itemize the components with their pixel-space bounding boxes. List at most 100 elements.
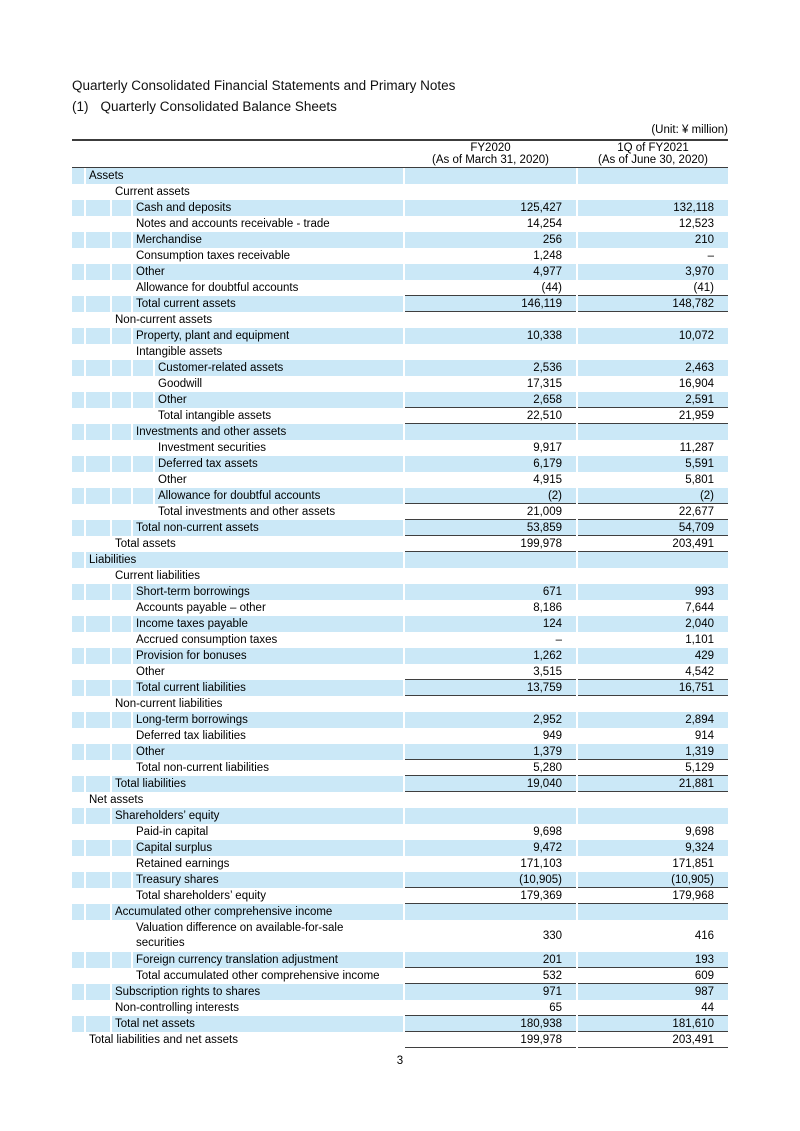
document-title: Quarterly Consolidated Financial Stateme… bbox=[72, 78, 456, 93]
indent-cell bbox=[72, 584, 84, 600]
indent-cell bbox=[86, 648, 110, 664]
unit-label: (Unit: ¥ million) bbox=[651, 124, 728, 136]
table-row: Consumption taxes receivable 1,248 – bbox=[72, 248, 728, 264]
indent-cell bbox=[72, 424, 84, 440]
value-fy2020: (2) bbox=[405, 488, 576, 504]
row-label: Valuation difference on available-for-sa… bbox=[136, 922, 344, 949]
value-fy2020 bbox=[405, 312, 576, 328]
indent-cell bbox=[72, 840, 84, 856]
row-label: Treasury shares bbox=[133, 872, 403, 888]
indent-cell bbox=[112, 424, 131, 440]
table-row: Long-term borrowings 2,952 2,894 bbox=[72, 712, 728, 728]
column-header-1q-fy2021: 1Q of FY2021 (As of June 30, 2020) bbox=[578, 142, 728, 166]
value-1q-fy2021 bbox=[578, 568, 728, 584]
indent-cell bbox=[72, 664, 84, 680]
indent-cell bbox=[72, 920, 84, 952]
value-fy2020: 17,315 bbox=[526, 378, 562, 390]
row-label: Total non-current assets bbox=[133, 520, 403, 536]
indent-cell bbox=[112, 216, 131, 232]
value-1q-fy2021 bbox=[578, 552, 728, 568]
row-label: Allowance for doubtful accounts bbox=[155, 488, 403, 504]
value-1q-fy2021 bbox=[578, 808, 728, 824]
row-label: Non-current assets bbox=[115, 314, 213, 326]
indent-cell bbox=[112, 728, 131, 744]
value-fy2020 bbox=[405, 568, 576, 584]
row-label: Assets bbox=[86, 168, 403, 184]
table-row: Allowance for doubtful accounts (2) (2) bbox=[72, 488, 728, 504]
table-row: Total liabilities and net assets 199,978 2… bbox=[72, 1032, 728, 1048]
row-label: Property, plant and equipment bbox=[133, 328, 403, 344]
indent-cell bbox=[72, 632, 84, 648]
table-row: Other 4,915 5,801 bbox=[72, 472, 728, 488]
indent-cell bbox=[86, 904, 110, 920]
indent-cell bbox=[72, 616, 84, 632]
value-fy2020: 2,536 bbox=[405, 360, 576, 376]
value-fy2020: 199,978 bbox=[405, 536, 576, 552]
value-1q-fy2021: 179,968 bbox=[578, 888, 728, 904]
indent-cell bbox=[72, 600, 84, 616]
indent-cell bbox=[133, 440, 153, 456]
value-1q-fy2021: 12,523 bbox=[678, 218, 714, 230]
table-row: Retained earnings 171,103 171,851 bbox=[72, 856, 728, 872]
column-header-line2: (As of June 30, 2020) bbox=[598, 154, 708, 166]
row-label: Total intangible assets bbox=[158, 410, 272, 422]
indent-cell bbox=[86, 600, 110, 616]
value-1q-fy2021: 210 bbox=[578, 232, 728, 248]
row-label: Goodwill bbox=[158, 378, 203, 390]
indent-cell bbox=[72, 408, 84, 424]
row-label: Net assets bbox=[89, 794, 144, 806]
row-label: Merchandise bbox=[133, 232, 403, 248]
table-row: Current liabilities bbox=[72, 568, 728, 584]
indent-cell bbox=[112, 648, 131, 664]
row-label: Total shareholders’ equity bbox=[136, 890, 266, 902]
indent-cell bbox=[72, 472, 84, 488]
row-label: Other bbox=[133, 264, 403, 280]
indent-cell bbox=[86, 536, 110, 552]
indent-cell bbox=[72, 312, 84, 328]
indent-cell bbox=[112, 376, 131, 392]
indent-cell bbox=[86, 584, 110, 600]
row-label: Customer-related assets bbox=[155, 360, 403, 376]
indent-cell bbox=[112, 664, 131, 680]
header-spacer bbox=[72, 142, 403, 166]
value-fy2020: 171,103 bbox=[520, 858, 562, 870]
value-fy2020: 53,859 bbox=[405, 520, 576, 536]
value-fy2020: 3,515 bbox=[405, 664, 576, 680]
row-label: Current assets bbox=[115, 186, 190, 198]
value-1q-fy2021 bbox=[578, 792, 728, 808]
value-fy2020: 9,472 bbox=[405, 840, 576, 856]
row-label: Total assets bbox=[115, 538, 176, 550]
indent-cell bbox=[112, 616, 131, 632]
indent-cell bbox=[86, 744, 110, 760]
row-label: Intangible assets bbox=[136, 346, 223, 358]
indent-cell bbox=[86, 360, 110, 376]
value-1q-fy2021: 44 bbox=[578, 1000, 728, 1016]
value-1q-fy2021: 54,709 bbox=[578, 520, 728, 536]
value-1q-fy2021: 914 bbox=[694, 730, 714, 742]
table-row: Allowance for doubtful accounts (44) (41) bbox=[72, 280, 728, 296]
value-1q-fy2021: 203,491 bbox=[578, 536, 728, 552]
indent-cell bbox=[86, 920, 110, 952]
value-1q-fy2021: 181,610 bbox=[578, 1016, 728, 1032]
table-row: Accumulated other comprehensive income bbox=[72, 904, 728, 920]
table-row: Investments and other assets bbox=[72, 424, 728, 440]
indent-cell bbox=[72, 232, 84, 248]
value-1q-fy2021: 21,959 bbox=[578, 408, 728, 424]
indent-cell bbox=[112, 248, 131, 264]
indent-cell bbox=[72, 552, 84, 568]
value-1q-fy2021: 11,287 bbox=[679, 442, 714, 454]
indent-cell bbox=[72, 296, 84, 312]
table-row: Notes and accounts receivable - trade 14,… bbox=[72, 216, 728, 232]
value-1q-fy2021: 609 bbox=[578, 968, 728, 984]
indent-cell bbox=[72, 536, 84, 552]
value-fy2020: 146,119 bbox=[405, 296, 576, 312]
row-label: Total liabilities and net assets bbox=[89, 1034, 238, 1046]
value-1q-fy2021: 1,101 bbox=[685, 634, 714, 646]
row-label: Non-current liabilities bbox=[115, 698, 223, 710]
indent-cell bbox=[86, 296, 110, 312]
value-fy2020 bbox=[405, 904, 576, 920]
indent-cell bbox=[112, 840, 131, 856]
value-fy2020: 13,759 bbox=[405, 680, 576, 696]
table-row: Total non-current liabilities 5,280 5,129 bbox=[72, 760, 728, 776]
value-1q-fy2021: 171,851 bbox=[672, 858, 714, 870]
